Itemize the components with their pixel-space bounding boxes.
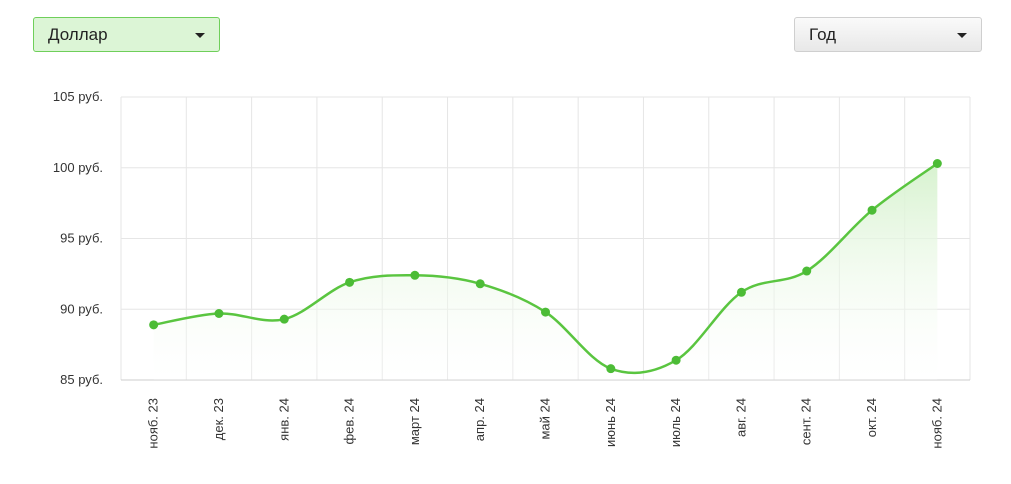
series-area: [153, 163, 938, 380]
data-point[interactable]: [410, 270, 420, 280]
data-point[interactable]: [475, 279, 485, 289]
y-axis-labels: 105 руб. 100 руб. 95 руб. 90 руб. 85 руб.: [53, 89, 103, 387]
x-axis-labels: нояб. 23 дек. 23 янв. 24 фев. 24 март 24 апр.…: [146, 398, 945, 449]
x-tick-label: фев. 24: [342, 398, 357, 445]
currency-select[interactable]: Доллар: [33, 17, 220, 52]
x-tick-label: июнь 24: [603, 398, 618, 447]
data-point[interactable]: [867, 205, 877, 215]
y-tick-label: 90 руб.: [60, 301, 103, 316]
caret-down-icon: [957, 33, 967, 38]
y-tick-label: 105 руб.: [53, 89, 103, 104]
x-tick-label: нояб. 24: [929, 398, 944, 449]
period-select[interactable]: Год: [794, 17, 982, 52]
y-tick-label: 95 руб.: [60, 231, 103, 246]
caret-down-icon: [195, 33, 205, 38]
data-point[interactable]: [149, 320, 159, 330]
currency-select-value: Доллар: [48, 24, 108, 44]
data-point[interactable]: [932, 159, 942, 169]
x-tick-label: окт. 24: [864, 398, 879, 437]
chart-area-layer: [153, 163, 938, 380]
x-tick-label: апр. 24: [472, 398, 487, 441]
period-select-value: Год: [809, 24, 837, 44]
x-tick-label: дек. 23: [211, 398, 226, 440]
x-tick-label: май 24: [538, 398, 553, 440]
data-point[interactable]: [606, 364, 616, 374]
chart-points: [149, 159, 942, 374]
x-tick-label: сент. 24: [799, 398, 814, 445]
y-tick-label: 100 руб.: [53, 160, 103, 175]
data-point[interactable]: [736, 287, 746, 297]
y-tick-label: 85 руб.: [60, 372, 103, 387]
x-tick-label: июль 24: [668, 398, 683, 447]
data-point[interactable]: [802, 266, 812, 276]
x-tick-label: март 24: [407, 398, 422, 445]
x-tick-label: нояб. 23: [146, 398, 161, 449]
x-tick-label: янв. 24: [276, 398, 291, 441]
data-point[interactable]: [214, 308, 224, 318]
data-point[interactable]: [671, 355, 681, 365]
x-tick-label: авг. 24: [733, 398, 748, 437]
data-point[interactable]: [279, 314, 289, 324]
data-point[interactable]: [541, 307, 550, 317]
data-point[interactable]: [345, 277, 355, 287]
